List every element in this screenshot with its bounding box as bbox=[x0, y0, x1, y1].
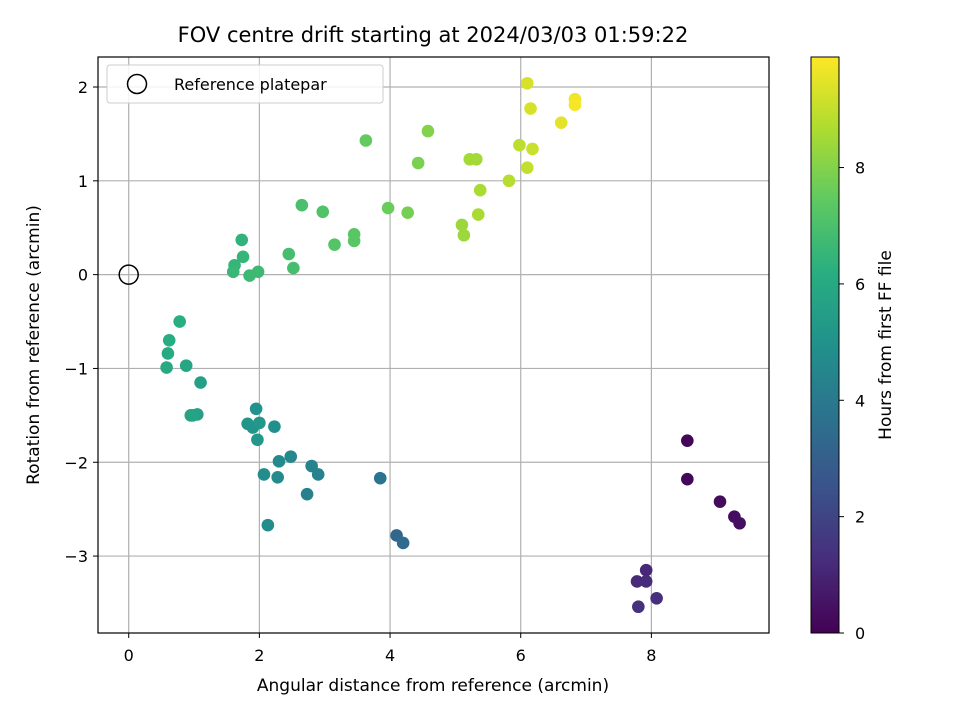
colorbar-gradient bbox=[810, 56, 840, 634]
reference-marker bbox=[118, 264, 139, 285]
data-point bbox=[471, 208, 485, 221]
data-point bbox=[630, 575, 644, 588]
data-point bbox=[381, 201, 395, 215]
data-point bbox=[257, 468, 271, 481]
data-point bbox=[639, 563, 653, 577]
legend-label: Reference platepar bbox=[174, 75, 327, 94]
data-point bbox=[226, 265, 240, 279]
data-point bbox=[284, 450, 298, 463]
y-tick-label: −1 bbox=[64, 359, 88, 378]
y-tick-label: 0 bbox=[78, 266, 88, 285]
x-axis-ticks: 0 2 4 6 8 bbox=[124, 633, 656, 665]
data-point bbox=[161, 347, 175, 360]
data-point bbox=[249, 402, 263, 416]
data-point bbox=[261, 518, 275, 532]
data-point bbox=[373, 471, 387, 485]
data-point bbox=[554, 116, 568, 129]
legend-open-circle-marker bbox=[126, 73, 148, 95]
data-point bbox=[632, 600, 645, 614]
x-tick-label: 8 bbox=[646, 646, 656, 665]
data-point bbox=[401, 206, 414, 220]
colorbar-tick-label: 8 bbox=[855, 159, 865, 178]
reference-platepar-marker bbox=[118, 264, 139, 285]
data-point bbox=[457, 228, 471, 242]
data-point bbox=[421, 124, 435, 138]
data-point bbox=[287, 261, 300, 275]
y-tick-label: −2 bbox=[64, 453, 88, 472]
data-point bbox=[251, 433, 264, 447]
data-point bbox=[173, 315, 186, 328]
data-point bbox=[311, 468, 325, 481]
data-point bbox=[179, 359, 193, 372]
y-tick-label: 2 bbox=[78, 78, 88, 97]
data-point bbox=[469, 152, 483, 166]
legend: Reference platepar bbox=[106, 64, 384, 104]
data-point bbox=[295, 198, 309, 212]
data-point bbox=[568, 98, 582, 112]
colorbar: 0 2 4 6 8 Hours from first FF file bbox=[810, 56, 896, 643]
data-point bbox=[328, 238, 341, 251]
data-point bbox=[733, 516, 746, 530]
x-tick-label: 2 bbox=[254, 646, 264, 665]
x-tick-label: 4 bbox=[385, 646, 395, 665]
data-point bbox=[713, 495, 727, 508]
data-point bbox=[681, 434, 694, 447]
data-point bbox=[316, 205, 330, 219]
plot-area-frame bbox=[97, 56, 770, 634]
data-point bbox=[160, 361, 173, 374]
data-point bbox=[359, 134, 373, 147]
data-point bbox=[251, 265, 265, 279]
y-tick-label: 1 bbox=[78, 172, 88, 191]
data-point bbox=[639, 575, 653, 588]
data-point bbox=[473, 183, 487, 197]
data-point bbox=[194, 376, 207, 389]
data-point bbox=[271, 470, 284, 484]
data-point bbox=[253, 416, 266, 430]
data-point bbox=[502, 174, 516, 188]
colorbar-tick-label: 6 bbox=[855, 275, 865, 294]
y-tick-label: −3 bbox=[64, 547, 88, 566]
data-point bbox=[268, 420, 281, 433]
data-point bbox=[272, 455, 286, 468]
colorbar-tick-label: 0 bbox=[855, 624, 865, 643]
colorbar-tick-label: 2 bbox=[855, 508, 865, 527]
data-point bbox=[184, 409, 198, 422]
x-axis-label: Angular distance from reference (arcmin) bbox=[257, 676, 609, 696]
data-point bbox=[347, 228, 361, 241]
data-point bbox=[282, 247, 296, 261]
chart-title: FOV centre drift starting at 2024/03/03 … bbox=[178, 23, 689, 47]
data-point bbox=[455, 218, 469, 232]
data-point bbox=[650, 591, 663, 605]
data-point bbox=[681, 472, 694, 486]
data-point bbox=[526, 142, 539, 156]
x-tick-label: 0 bbox=[124, 646, 134, 665]
data-point bbox=[411, 156, 425, 170]
data-point bbox=[162, 334, 176, 347]
legend-box bbox=[106, 64, 384, 104]
data-point bbox=[520, 76, 534, 90]
grid-lines bbox=[98, 57, 769, 633]
data-point bbox=[520, 161, 534, 174]
data-point bbox=[396, 536, 410, 550]
data-point bbox=[513, 138, 526, 152]
x-tick-label: 6 bbox=[516, 646, 526, 665]
colorbar-tick-label: 4 bbox=[855, 391, 865, 410]
colorbar-ticks: 0 2 4 6 8 bbox=[839, 159, 865, 643]
y-axis-ticks: −3 −2 −1 0 1 2 bbox=[64, 78, 98, 566]
data-point bbox=[524, 102, 537, 115]
y-axis-label: Rotation from reference (arcmin) bbox=[24, 205, 44, 485]
data-point bbox=[235, 233, 249, 247]
data-points bbox=[160, 76, 746, 614]
data-point bbox=[300, 487, 314, 501]
colorbar-label: Hours from first FF file bbox=[876, 250, 896, 440]
data-point bbox=[236, 250, 250, 264]
